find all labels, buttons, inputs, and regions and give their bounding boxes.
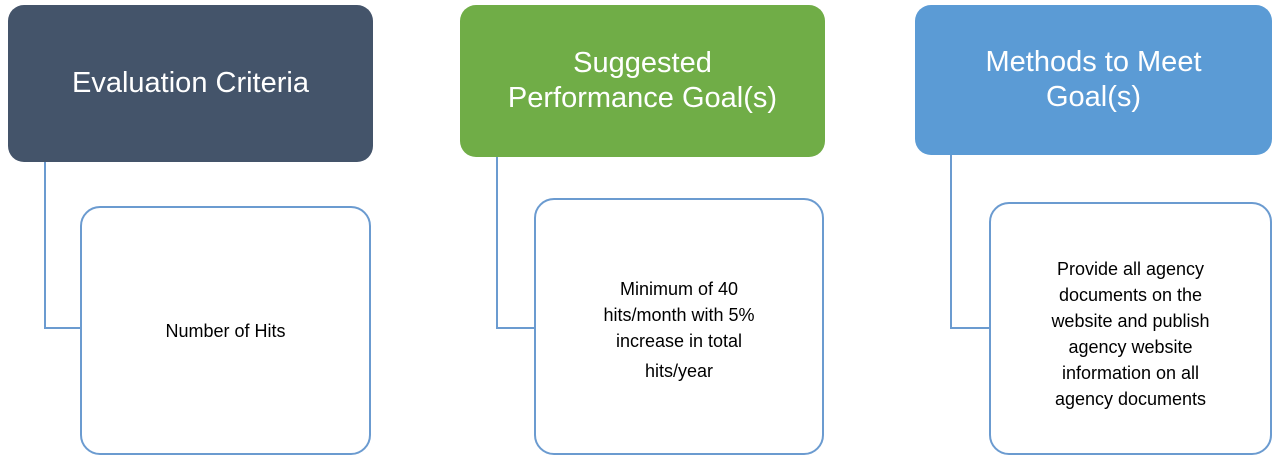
detail-line: increase in total [615, 330, 743, 351]
detail-text: Number of Hits [165, 318, 285, 344]
detail-line: Minimum of 40 [619, 278, 739, 299]
detail-line: website and publish [1051, 310, 1210, 331]
detail-line: agency website [1068, 336, 1193, 357]
connector-evaluation-criteria [44, 162, 82, 329]
header-text: Methods to Meet Goal(s) [985, 46, 1202, 113]
header-suggested-performance-goals: Suggested Performance Goal(s) [460, 5, 825, 157]
detail-suggested-performance-goals: Minimum of 40 hits/month with 5% increas… [534, 198, 824, 455]
header-methods-to-meet-goals: Methods to Meet Goal(s) [915, 5, 1272, 155]
header-evaluation-criteria: Evaluation Criteria [8, 5, 373, 162]
detail-line: hits/month with 5% [603, 304, 755, 325]
detail-methods-to-meet-goals: Provide all agency documents on the webs… [989, 202, 1272, 455]
connector-methods-to-meet-goals [950, 155, 992, 329]
detail-evaluation-criteria: Number of Hits [80, 206, 371, 455]
connector-suggested-performance-goals [496, 157, 536, 329]
detail-line: information on all [1061, 362, 1200, 383]
detail-line: hits/year [644, 360, 713, 381]
detail-line: Provide all agency [1056, 258, 1205, 279]
detail-text: Minimum of 40 hits/month with 5% increas… [603, 276, 754, 384]
detail-line: Number of Hits [165, 320, 286, 341]
detail-text: Provide all agency documents on the webs… [1051, 256, 1209, 412]
detail-line: agency documents [1054, 388, 1207, 409]
header-text: Suggested Performance Goal(s) [507, 47, 778, 114]
detail-line: documents on the [1058, 284, 1203, 305]
